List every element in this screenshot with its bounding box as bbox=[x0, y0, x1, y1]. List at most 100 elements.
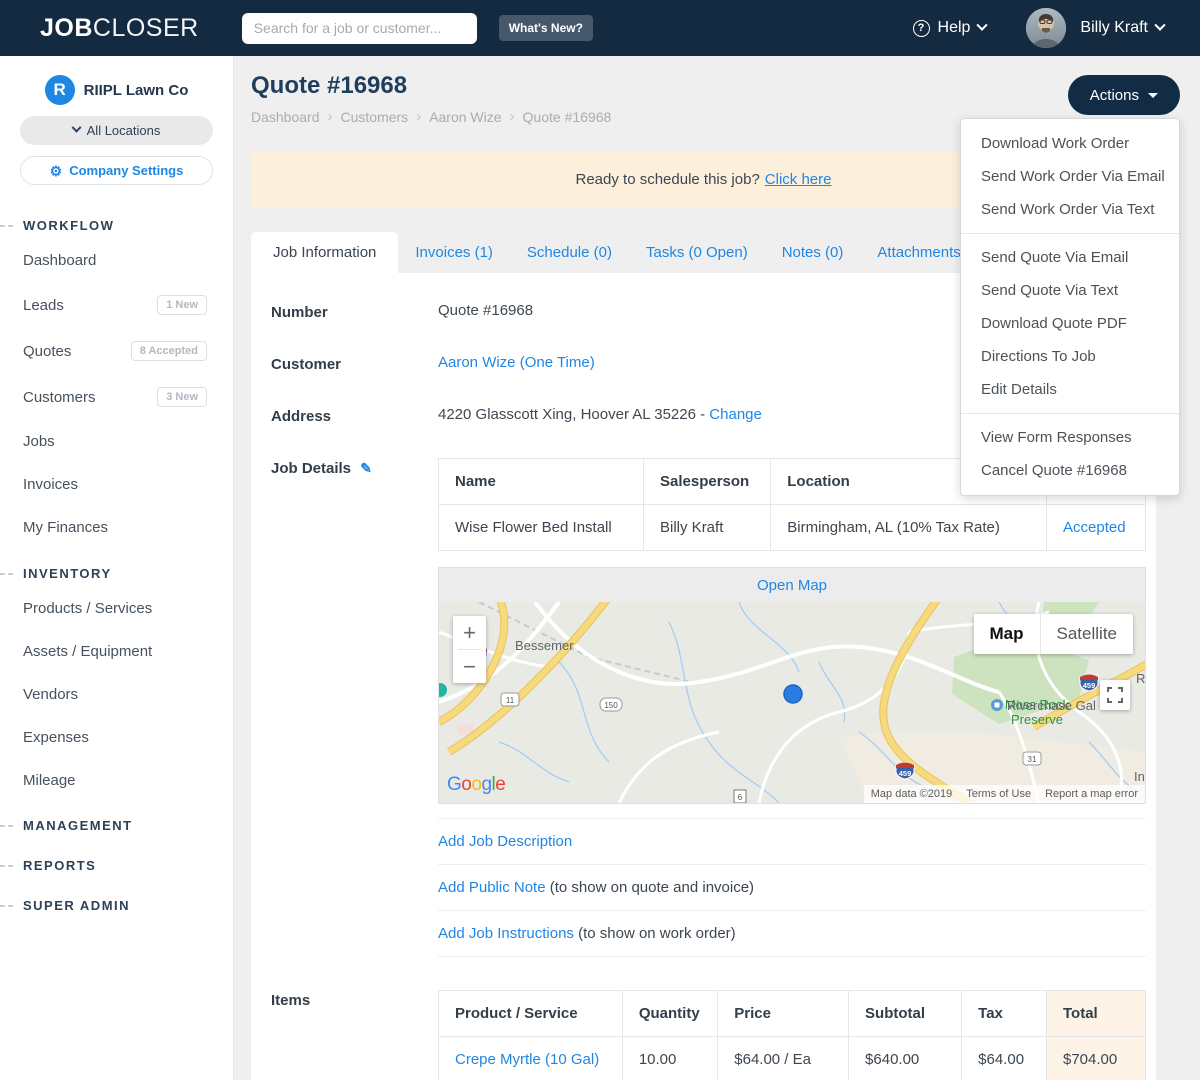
report-map-error-link[interactable]: Report a map error bbox=[1045, 788, 1138, 800]
chevron-down-icon bbox=[976, 19, 989, 31]
add-job-instructions-link[interactable]: Add Job Instructions bbox=[438, 925, 574, 942]
sidebar-item-mileage[interactable]: Mileage bbox=[0, 759, 233, 802]
terms-of-use-link[interactable]: Terms of Use bbox=[966, 788, 1032, 800]
open-map-link[interactable]: Open Map bbox=[756, 576, 828, 594]
route-shield-31: 31 bbox=[1022, 751, 1042, 766]
breadcrumb-item-dashboard[interactable]: Dashboard bbox=[251, 108, 320, 125]
menu-item-send-quote-text[interactable]: Send Quote Via Text bbox=[981, 282, 1119, 299]
chevron-down-icon bbox=[1154, 19, 1166, 31]
menu-item-download-quote-pdf[interactable]: Download Quote PDF bbox=[981, 315, 1127, 332]
help-label: Help bbox=[937, 19, 971, 36]
product-link[interactable]: Crepe Myrtle (10 Gal) bbox=[455, 1051, 600, 1068]
sidebar-item-label: Assets / Equipment bbox=[23, 643, 153, 660]
sidebar-item-label: Leads bbox=[23, 296, 64, 314]
map-type-toggle: Map Satellite bbox=[973, 614, 1133, 654]
tab-notes[interactable]: Notes (0) bbox=[781, 244, 844, 261]
map-marker bbox=[783, 684, 803, 704]
tab-job-information[interactable]: Job Information bbox=[251, 232, 399, 273]
user-menu[interactable]: Billy Kraft bbox=[1026, 8, 1166, 48]
field-row-items: Items Product / Service Quantity Price S… bbox=[271, 973, 1147, 1080]
fullscreen-button[interactable] bbox=[1100, 680, 1130, 710]
whats-new-button[interactable]: What's New? bbox=[498, 15, 593, 41]
sidebar-item-dashboard[interactable]: Dashboard bbox=[0, 239, 233, 282]
route-shield-150: 150 bbox=[599, 697, 623, 712]
sidebar-section-inventory: INVENTORY bbox=[0, 566, 233, 581]
company-settings-button[interactable]: ⚙ Company Settings bbox=[20, 156, 213, 185]
search-input[interactable] bbox=[241, 12, 477, 44]
menu-item-send-quote-email[interactable]: Send Quote Via Email bbox=[981, 249, 1129, 266]
company-logo: R bbox=[44, 75, 75, 105]
zoom-in-button[interactable]: + bbox=[463, 619, 476, 645]
customer-type-link[interactable]: (One Time) bbox=[519, 354, 595, 371]
sidebar-item-label: Quotes bbox=[23, 342, 72, 360]
schedule-banner-link[interactable]: Click here bbox=[764, 170, 832, 188]
number-value: Quote #16968 bbox=[438, 302, 534, 319]
sidebar-section-management[interactable]: MANAGEMENT bbox=[0, 818, 233, 833]
tab-schedule[interactable]: Schedule (0) bbox=[526, 244, 612, 261]
help-menu[interactable]: ? Help bbox=[912, 19, 989, 37]
route-shield-i459-a: 459 bbox=[895, 762, 915, 780]
sidebar-item-customers[interactable]: Customers 3 New bbox=[0, 374, 233, 420]
menu-group-other: View Form Responses Cancel Quote #16968 bbox=[961, 413, 1179, 487]
open-map-bar: Open Map bbox=[439, 568, 1145, 602]
job-details-table: Name Salesperson Location Wise Flower Be… bbox=[437, 458, 1146, 551]
menu-item-edit-details[interactable]: Edit Details bbox=[981, 381, 1057, 398]
svg-text:31: 31 bbox=[1028, 755, 1037, 764]
all-locations-label: All Locations bbox=[86, 123, 161, 138]
sidebar-item-products-services[interactable]: Products / Services bbox=[0, 587, 233, 630]
breadcrumb-item-aaron-wize[interactable]: Aaron Wize bbox=[429, 108, 502, 125]
add-public-note-link[interactable]: Add Public Note bbox=[438, 879, 546, 896]
customer-link[interactable]: Aaron Wize bbox=[438, 354, 516, 371]
address-separator: - bbox=[700, 406, 706, 423]
sidebar-item-quotes[interactable]: Quotes 8 Accepted bbox=[0, 328, 233, 374]
menu-item-download-work-order[interactable]: Download Work Order bbox=[981, 135, 1130, 152]
edit-icon[interactable]: ✎ bbox=[360, 460, 372, 476]
app-logo[interactable]: JOBCLOSER bbox=[40, 14, 199, 43]
menu-item-cancel-quote[interactable]: Cancel Quote #16968 bbox=[981, 462, 1127, 479]
map-view-button[interactable]: Map bbox=[973, 614, 1040, 654]
add-job-description-link[interactable]: Add Job Description bbox=[438, 833, 573, 850]
zoom-out-button[interactable]: − bbox=[463, 653, 476, 679]
map-canvas[interactable]: Bessemer Moss Rock Preserve Riverchase G… bbox=[439, 602, 1145, 803]
sidebar-item-expenses[interactable]: Expenses bbox=[0, 716, 233, 759]
satellite-view-button[interactable]: Satellite bbox=[1039, 614, 1133, 654]
sidebar-item-assets-equipment[interactable]: Assets / Equipment bbox=[0, 630, 233, 673]
col-quantity: Quantity bbox=[621, 990, 719, 1037]
sidebar-section-reports[interactable]: REPORTS bbox=[0, 858, 233, 873]
quotes-badge: 8 Accepted bbox=[130, 341, 207, 361]
job-status-link[interactable]: Accepted bbox=[1063, 519, 1126, 536]
tab-tasks[interactable]: Tasks (0 Open) bbox=[645, 244, 748, 261]
all-locations-selector[interactable]: All Locations bbox=[20, 116, 213, 145]
job-location-cell: Birmingham, AL (10% Tax Rate) bbox=[770, 504, 1047, 551]
route-shield-i459-b: 459 bbox=[1079, 674, 1099, 692]
map-label-riverchase: Riverchase Gal bbox=[1007, 698, 1096, 713]
actions-button[interactable]: Actions bbox=[1067, 75, 1180, 115]
tax-cell: $64.00 bbox=[961, 1036, 1047, 1080]
sidebar-item-leads[interactable]: Leads 1 New bbox=[0, 282, 233, 328]
google-logo[interactable]: Google bbox=[447, 774, 506, 795]
sidebar-section-super-admin[interactable]: SUPER ADMIN bbox=[0, 898, 233, 913]
menu-item-send-work-order-email[interactable]: Send Work Order Via Email bbox=[981, 168, 1165, 185]
address-value: 4220 Glasscott Xing, Hoover AL 35226 bbox=[438, 406, 696, 423]
job-details-label: Job Details bbox=[271, 460, 352, 477]
sidebar-item-vendors[interactable]: Vendors bbox=[0, 673, 233, 716]
sidebar-item-invoices[interactable]: Invoices bbox=[0, 463, 233, 506]
tab-attachments[interactable]: Attachments (0) bbox=[877, 244, 984, 261]
customer-label: Customer bbox=[271, 356, 342, 373]
col-product-service: Product / Service bbox=[438, 990, 623, 1037]
tab-invoices[interactable]: Invoices (1) bbox=[415, 244, 493, 261]
menu-item-directions-to-job[interactable]: Directions To Job bbox=[981, 348, 1096, 365]
menu-item-send-work-order-text[interactable]: Send Work Order Via Text bbox=[981, 201, 1155, 218]
menu-group-quote: Send Quote Via Email Send Quote Via Text… bbox=[961, 233, 1179, 406]
sidebar-item-jobs[interactable]: Jobs bbox=[0, 420, 233, 463]
sidebar-item-label: Mileage bbox=[23, 772, 76, 789]
address-change-link[interactable]: Change bbox=[709, 406, 762, 423]
zoom-divider bbox=[458, 649, 481, 650]
leads-badge: 1 New bbox=[157, 295, 207, 315]
sidebar-item-my-finances[interactable]: My Finances bbox=[0, 506, 233, 549]
col-total: Total bbox=[1045, 990, 1147, 1037]
breadcrumb-item-customers[interactable]: Customers bbox=[340, 108, 409, 125]
company-name: RIIPL Lawn Co bbox=[83, 81, 189, 99]
sidebar-item-label: Dashboard bbox=[23, 252, 97, 269]
menu-item-view-form-responses[interactable]: View Form Responses bbox=[981, 429, 1132, 446]
